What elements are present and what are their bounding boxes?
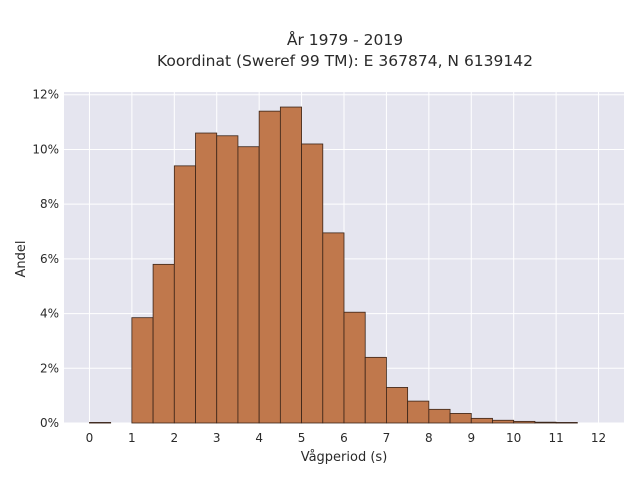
y-tick-label: 0% [40,416,59,430]
x-tick-label: 4 [255,431,263,445]
x-tick-label: 10 [506,431,521,445]
histogram-bar [279,106,302,424]
x-tick-label: 11 [548,431,563,445]
x-tick-label: 1 [128,431,136,445]
chart-title-line1: År 1979 - 2019 [287,30,403,49]
y-tick-label: 4% [40,307,59,321]
histogram-bar [534,421,557,424]
y-tick-label: 12% [32,88,59,102]
histogram-bar [216,135,239,424]
histogram-bar [364,356,387,424]
x-tick-label: 5 [298,431,306,445]
tick-labels: 0 1 2 3 4 5 6 7 8 9 10 11 120%2%4%6%8%10%12% [32,88,606,445]
histogram-bar [237,146,260,424]
bars [89,106,578,424]
x-tick-label: 6 [340,431,348,445]
histogram-bar [152,263,175,424]
x-tick-label: 12 [591,431,606,445]
histogram-bar [131,317,154,424]
x-tick-label: 2 [170,431,178,445]
histogram-bar [258,110,281,424]
y-tick-label: 10% [32,142,59,156]
x-tick-label: 7 [383,431,391,445]
histogram-bar [555,422,578,424]
x-tick-label: 8 [425,431,433,445]
x-axis-label: Vågperiod (s) [301,450,388,465]
histogram-bar [173,165,196,424]
x-tick-label: 0 [86,431,94,445]
histogram-bar [89,422,112,424]
chart-title-line2: Koordinat (Sweref 99 TM): E 367874, N 61… [157,52,533,70]
histogram-bar [301,143,324,424]
histogram-bar [492,419,515,424]
histogram-bar [470,417,493,424]
histogram-bar [322,232,345,424]
x-tick-label: 3 [213,431,221,445]
y-tick-label: 6% [40,252,59,266]
histogram-bar [513,420,536,424]
histogram-bar [428,408,451,424]
histogram-bar [343,311,366,424]
y-axis-label: Andel [14,241,29,278]
histogram-bar [195,132,218,424]
y-tick-label: 8% [40,197,59,211]
histogram-bar [407,400,430,424]
histogram-bar [449,413,472,424]
x-tick-label: 9 [467,431,475,445]
y-tick-label: 2% [40,361,59,375]
histogram-bar [386,387,409,424]
